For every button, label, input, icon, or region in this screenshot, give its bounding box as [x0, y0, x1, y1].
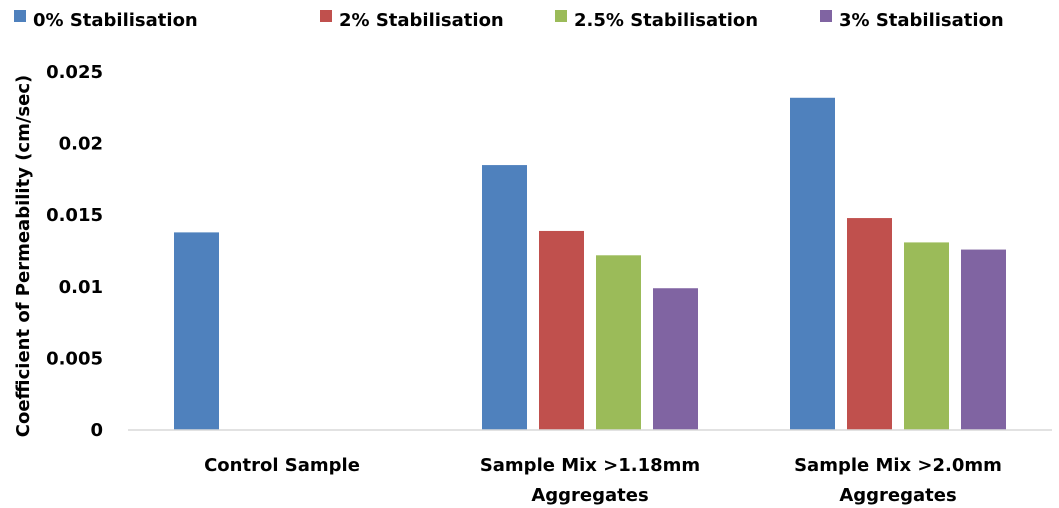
- bars: [174, 97, 1006, 430]
- legend: 0% Stabilisation 2% Stabilisation 2.5% Sta…: [14, 10, 1004, 31]
- y-tick-label: 0: [90, 420, 103, 441]
- y-tick-label: 0.01: [59, 277, 103, 298]
- bar: [174, 232, 219, 430]
- bar: [847, 218, 892, 430]
- y-axis-title: Coefficient of Permeability (cm/sec): [13, 75, 34, 438]
- legend-label: 0% Stabilisation: [33, 10, 198, 31]
- legend-label: 2% Stabilisation: [339, 10, 504, 31]
- x-category-label: Sample Mix >2.0mm: [794, 455, 1002, 476]
- bar: [653, 288, 698, 430]
- bar: [539, 230, 584, 430]
- y-tick-label: 0.025: [46, 62, 103, 83]
- legend-swatch: [320, 10, 332, 22]
- y-tick-label: 0.015: [46, 205, 103, 226]
- x-axis: Control Sample Sample Mix >1.18mm Aggregat…: [204, 455, 1002, 506]
- y-axis: 0 0.005 0.01 0.015 0.02 0.025: [46, 62, 103, 441]
- y-tick-label: 0.02: [59, 134, 103, 155]
- bar: [961, 249, 1006, 430]
- legend-label: 3% Stabilisation: [839, 10, 1004, 31]
- x-category-label: Sample Mix >1.18mm: [480, 455, 700, 476]
- x-category-label: Aggregates: [839, 485, 956, 506]
- legend-label: 2.5% Stabilisation: [574, 10, 758, 31]
- legend-swatch: [555, 10, 567, 22]
- bar: [596, 255, 641, 430]
- legend-swatch: [14, 10, 26, 22]
- bar: [482, 165, 527, 430]
- bar: [790, 97, 835, 430]
- x-category-label: Aggregates: [531, 485, 648, 506]
- bar: [904, 242, 949, 430]
- legend-swatch: [820, 10, 832, 22]
- x-category-label: Control Sample: [204, 455, 360, 476]
- y-tick-label: 0.005: [46, 348, 103, 369]
